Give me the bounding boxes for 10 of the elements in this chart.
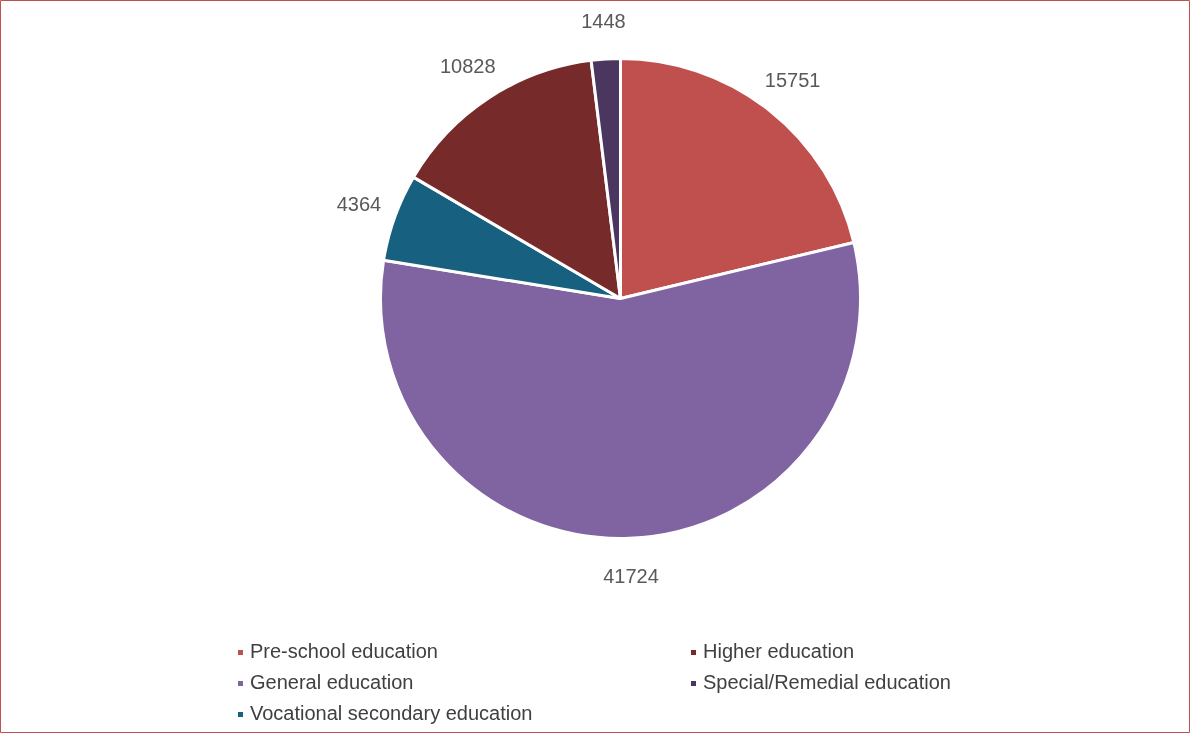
legend-label: Pre-school education: [250, 640, 439, 663]
data-label: 1448: [581, 10, 626, 33]
legend-label: Special/Remedial education: [703, 671, 952, 694]
data-label: 15751: [764, 69, 821, 92]
data-label: 41724: [603, 565, 659, 588]
legend-label: General education: [250, 671, 415, 694]
data-label: 10828: [439, 55, 496, 78]
legend-label: Higher education: [703, 640, 856, 663]
legend-label: Vocational secondary education: [250, 702, 534, 725]
data-label: 4364: [336, 193, 382, 216]
